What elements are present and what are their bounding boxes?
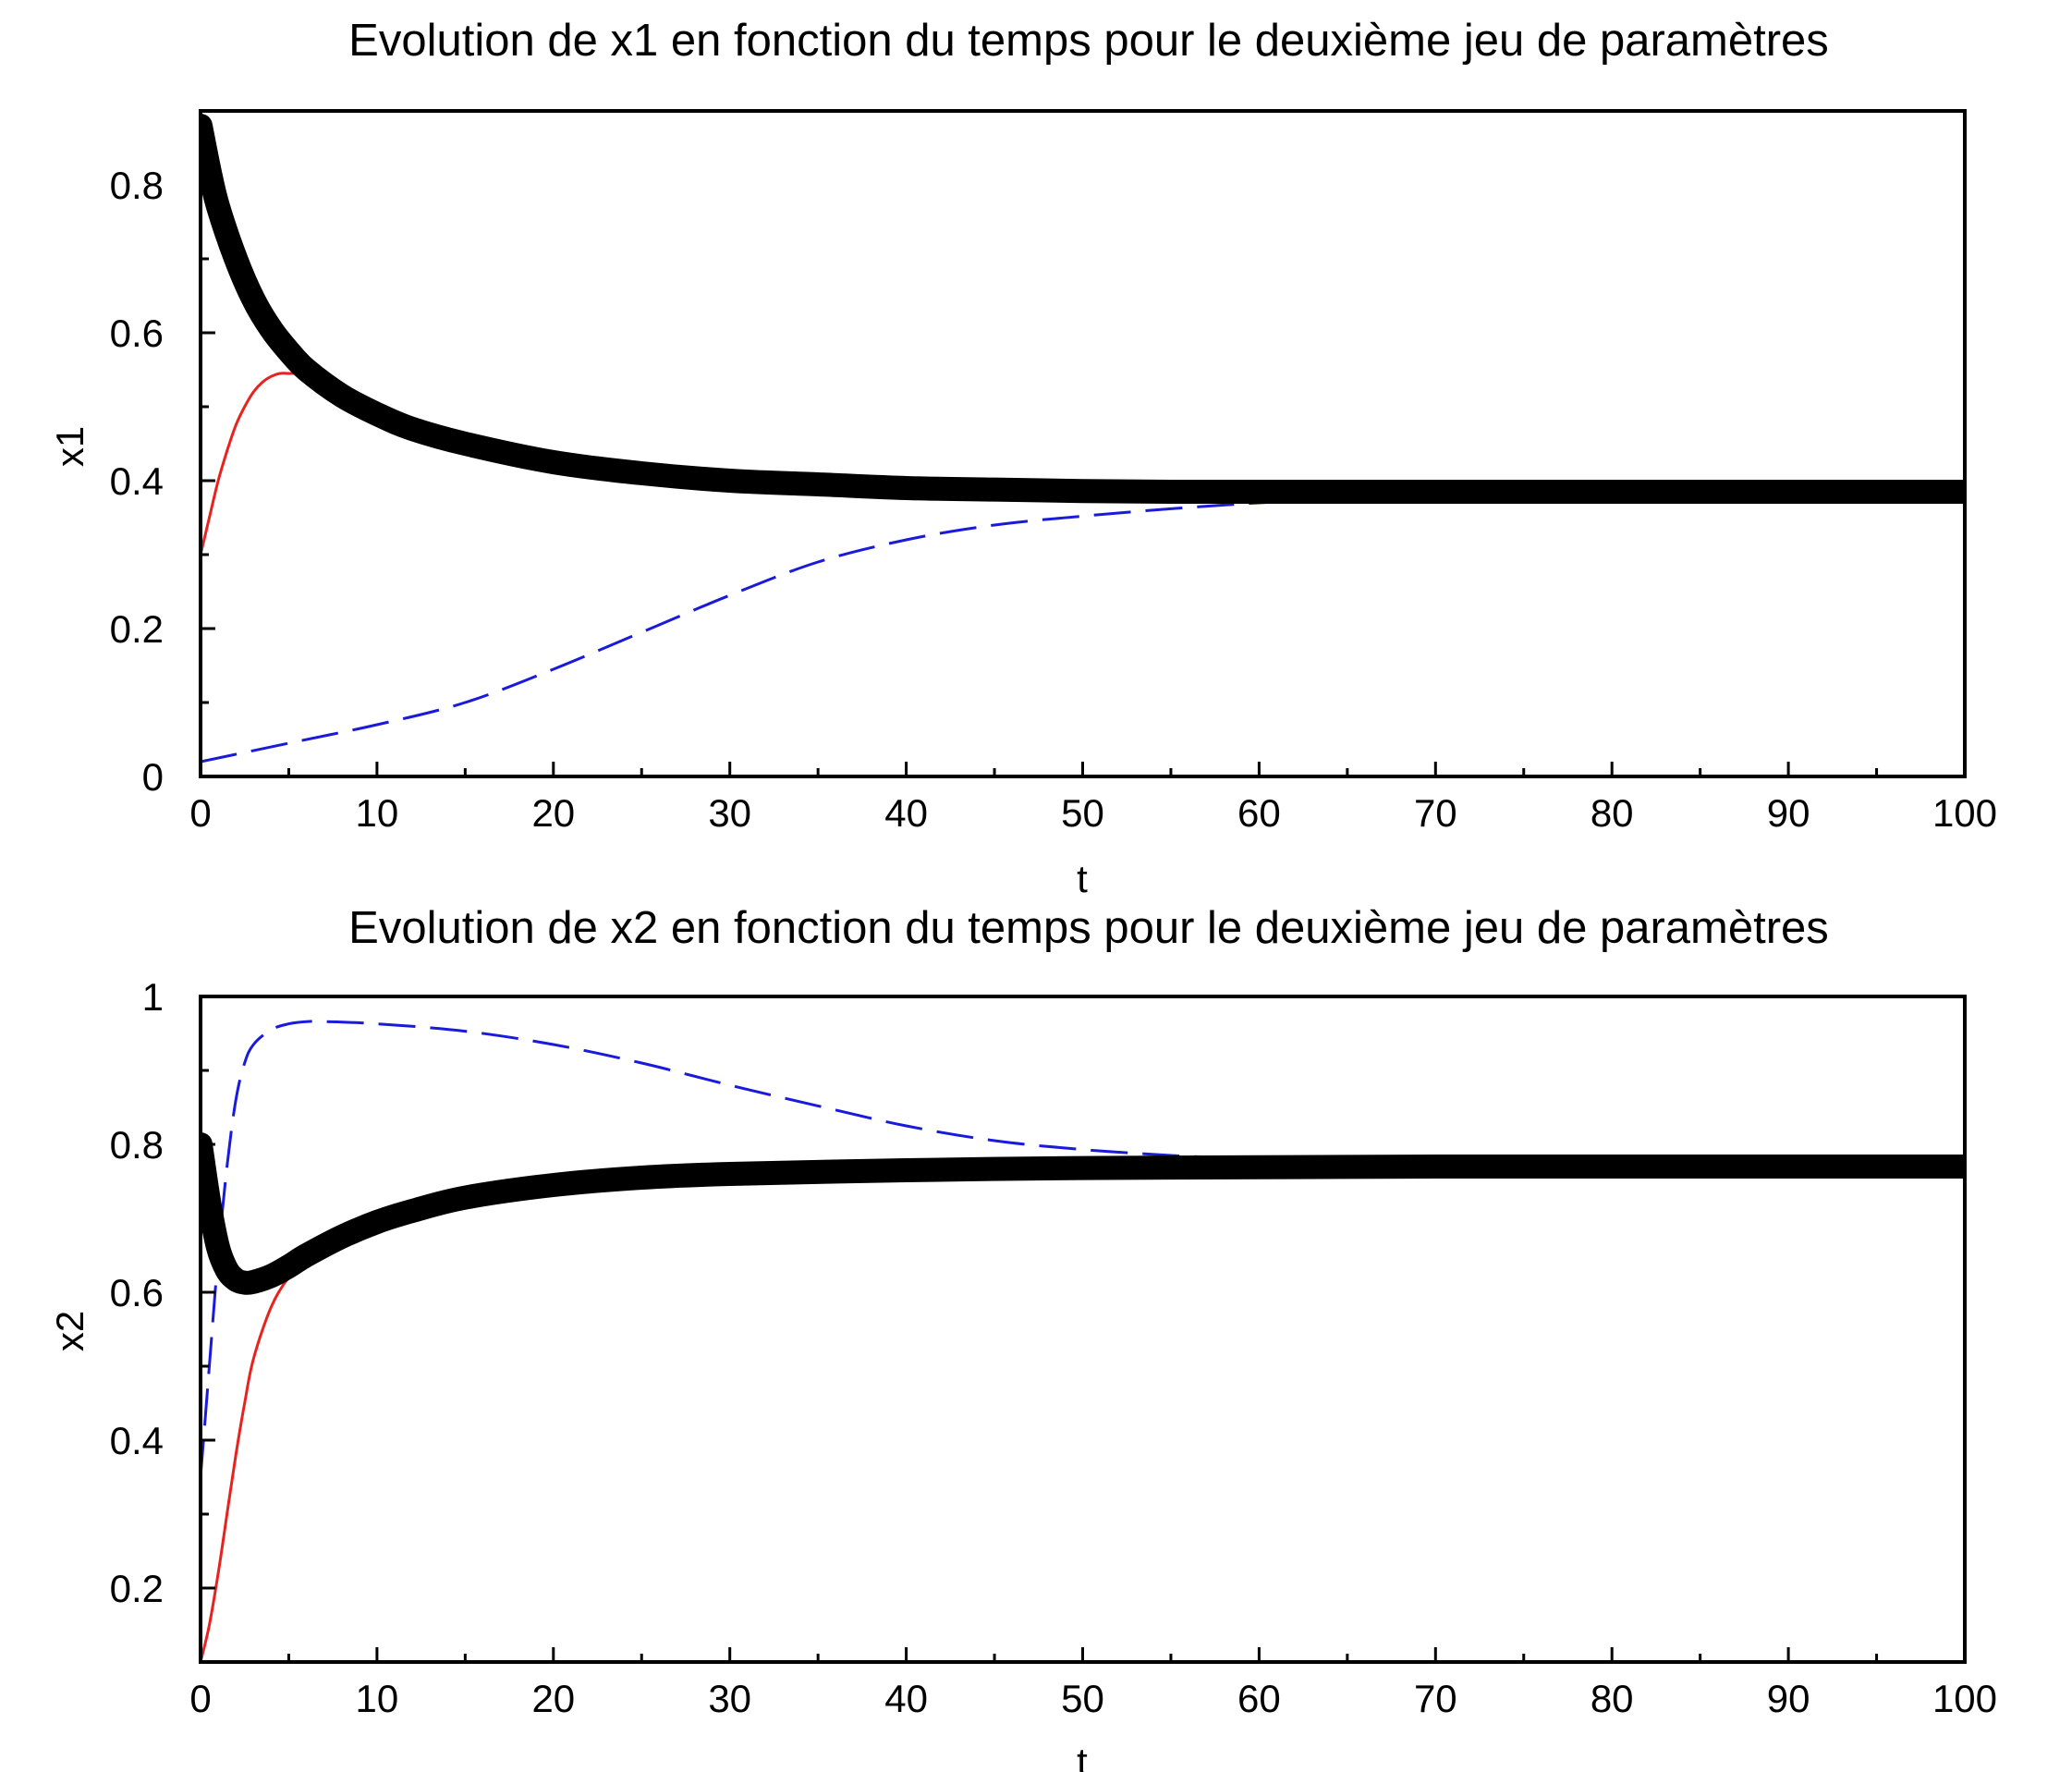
series-line-2 [201, 1020, 1225, 1478]
plot-frame [199, 995, 1967, 1664]
series-layer [201, 1020, 1965, 1662]
series-line-0 [201, 114, 1965, 505]
ticks-layer: 0 10 20 30 40 50 60 70 80 90 100 0 0.2 0.4 0.6 0.8 [110, 164, 1997, 835]
x-tick-label: 100 [1932, 1677, 1997, 1720]
y-tick-label: 0.4 [110, 459, 164, 503]
x-tick-label: 50 [1061, 1677, 1104, 1720]
x-tick-label: 30 [708, 791, 751, 835]
chart-title: Evolution de x2 en fonction du temps pou… [348, 903, 1829, 953]
x-tick-label: 50 [1061, 791, 1104, 835]
y-tick-label: 0 [142, 755, 164, 799]
x-tick-label: 70 [1414, 1677, 1457, 1720]
x-tick-label: 0 [189, 791, 211, 835]
x-tick-label: 30 [708, 1677, 751, 1720]
y-tick-label: 0.6 [110, 1271, 164, 1314]
series-line-1 [201, 1252, 326, 1662]
y-tick-label: 0.4 [110, 1419, 164, 1462]
x-tick-label: 100 [1932, 791, 1997, 835]
chart-x2: Evolution de x2 en fonction du temps pou… [48, 903, 1997, 1772]
x-tick-label: 90 [1767, 1677, 1810, 1720]
x-tick-label: 20 [531, 1677, 575, 1720]
series-line-1 [201, 372, 308, 556]
y-axis-label: x2 [48, 1311, 91, 1351]
x-tick-label: 80 [1591, 791, 1634, 835]
x-tick-label: 60 [1237, 791, 1281, 835]
series-line-0 [201, 1132, 1965, 1295]
ticks-layer: 0 10 20 30 40 50 60 70 80 90 100 0.2 0.4 0.6 0.8 1 [110, 975, 1997, 1720]
x-tick-label: 60 [1237, 1677, 1281, 1720]
x-axis-label: t [1077, 1740, 1088, 1772]
chart-x1: Evolution de x1 en fonction du temps pou… [48, 16, 1997, 900]
x-tick-label: 80 [1591, 1677, 1634, 1720]
y-tick-label: 0.2 [110, 607, 164, 651]
y-tick-label: 0.8 [110, 164, 164, 207]
x-tick-label: 10 [356, 791, 399, 835]
series-line-2 [201, 499, 1312, 764]
y-tick-label: 1 [142, 975, 164, 1019]
y-tick-label: 0.2 [110, 1567, 164, 1610]
x-tick-label: 40 [884, 791, 928, 835]
x-tick-label: 10 [356, 1677, 399, 1720]
y-axis-label: x1 [48, 426, 91, 467]
x-tick-label: 70 [1414, 791, 1457, 835]
chart-title: Evolution de x1 en fonction du temps pou… [348, 16, 1829, 66]
x-tick-label: 0 [189, 1677, 211, 1720]
y-tick-label: 0.6 [110, 312, 164, 355]
y-tick-label: 0.8 [110, 1123, 164, 1167]
x-tick-label: 40 [884, 1677, 928, 1720]
series-layer [201, 114, 1965, 764]
x-tick-label: 90 [1767, 791, 1810, 835]
x-axis-label: t [1077, 857, 1088, 900]
x-tick-label: 20 [531, 791, 575, 835]
